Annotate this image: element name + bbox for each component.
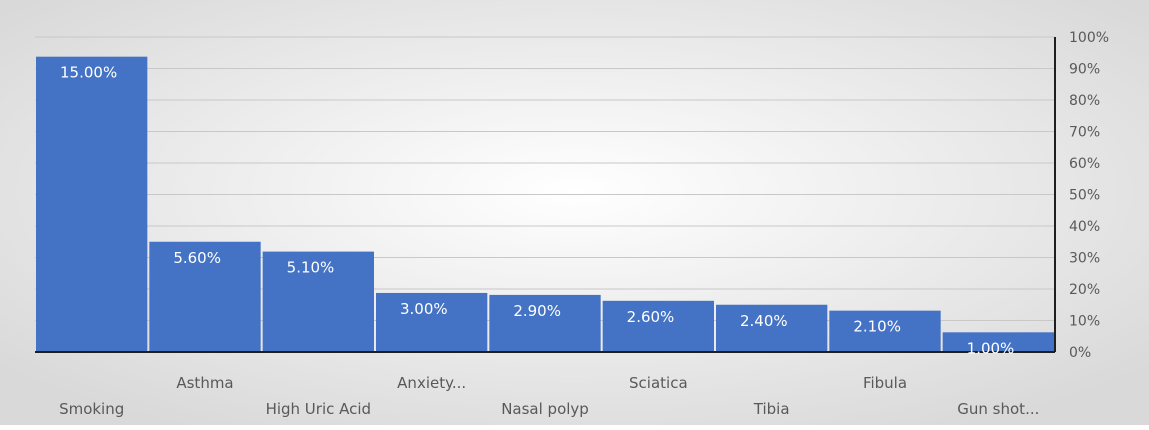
right-axis-tick-label: 20% <box>1069 282 1100 298</box>
right-axis-tick-label: 60% <box>1069 156 1100 172</box>
category-label: Tibia <box>753 400 790 418</box>
bar-data-label: 2.90% <box>513 302 561 320</box>
bar-data-label: 2.10% <box>853 318 901 336</box>
bar <box>149 241 261 352</box>
axes <box>35 37 1056 353</box>
bars <box>36 56 1054 352</box>
bar <box>489 294 601 352</box>
right-axis-tick-label: 90% <box>1069 62 1100 78</box>
category-label: Anxiety... <box>397 374 466 392</box>
right-axis-tick-label: 50% <box>1069 188 1100 204</box>
right-axis-tick-label: 100% <box>1069 30 1109 46</box>
bar-data-label: 2.40% <box>740 312 788 330</box>
labels: 0% 10% 20% 30% 40% 50% 60% 70% 80% 90% 100% 15.00% S… <box>59 30 1109 418</box>
right-axis-tick-label: 0% <box>1069 345 1091 361</box>
right-axis-tick-label: 30% <box>1069 251 1100 267</box>
bar <box>829 310 941 352</box>
bar-data-label: 15.00% <box>60 64 117 82</box>
category-label: Sciatica <box>629 374 688 392</box>
right-axis-tick-label: 70% <box>1069 125 1100 141</box>
bar-data-label: 5.10% <box>287 259 335 277</box>
bar <box>716 304 828 352</box>
right-axis-tick-label: 80% <box>1069 93 1100 109</box>
category-label: Gun shot... <box>957 400 1039 418</box>
category-label: High Uric Acid <box>266 400 372 418</box>
bar <box>262 251 374 352</box>
bar-data-label: 1.00% <box>967 339 1015 357</box>
right-axis-tick-label: 10% <box>1069 314 1100 330</box>
bar-data-label: 2.60% <box>627 308 675 326</box>
category-label: Asthma <box>176 374 233 392</box>
bar <box>36 56 148 352</box>
category-label: Fibula <box>863 374 907 392</box>
bar <box>376 292 488 352</box>
category-label: Smoking <box>59 400 124 418</box>
bar <box>942 332 1054 352</box>
bar <box>602 300 714 352</box>
category-label: Nasal polyp <box>501 400 589 418</box>
right-axis-tick-label: 40% <box>1069 219 1100 235</box>
bar-data-label: 3.00% <box>400 300 448 318</box>
bar-data-label: 5.60% <box>173 249 221 267</box>
